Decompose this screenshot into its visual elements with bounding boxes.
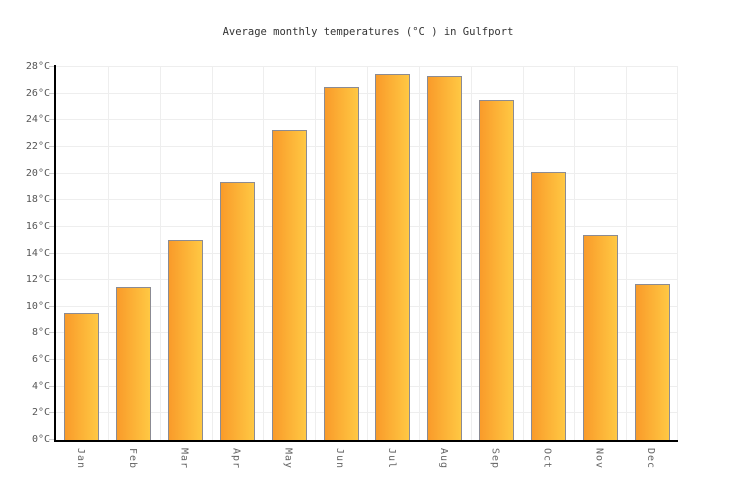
y-axis-tick	[49, 359, 54, 361]
y-axis-tick	[49, 145, 54, 147]
bar-aug	[427, 76, 463, 440]
x-axis-label-nov: Nov	[593, 448, 605, 470]
gridline-vertical	[574, 67, 575, 440]
bar-mar	[168, 240, 204, 440]
y-axis-label: 8°C	[31, 327, 50, 339]
bar-sep	[479, 100, 515, 440]
y-axis-tick	[49, 172, 54, 174]
gridline-vertical	[523, 67, 524, 440]
x-axis-label-jun: Jun	[334, 448, 346, 470]
y-axis-tick	[49, 385, 54, 387]
y-axis-line	[54, 65, 56, 442]
x-axis-label-apr: Apr	[230, 448, 242, 470]
y-axis-label: 18°C	[25, 194, 50, 206]
gridline-horizontal	[56, 66, 678, 67]
plot-area	[56, 66, 678, 440]
y-axis-label: 12°C	[25, 274, 50, 286]
gridline-vertical	[419, 67, 420, 440]
y-axis-label: 2°C	[31, 407, 50, 419]
y-axis-label: 16°C	[25, 220, 50, 232]
y-axis-label: 14°C	[25, 247, 50, 259]
x-axis-label-dec: Dec	[645, 448, 657, 470]
bar-nov	[582, 235, 618, 440]
bar-jan	[64, 313, 100, 440]
y-axis-tick	[49, 225, 54, 227]
y-axis-tick	[49, 66, 54, 67]
bar-feb	[116, 287, 152, 440]
x-axis-label-feb: Feb	[126, 448, 138, 470]
x-axis-label-sep: Sep	[489, 448, 501, 470]
y-axis-tick	[49, 332, 54, 334]
gridline-vertical	[263, 67, 264, 440]
y-axis-label: 24°C	[25, 114, 50, 126]
bar-apr	[219, 182, 255, 440]
y-axis-label: 20°C	[25, 167, 50, 179]
x-axis-label-aug: Aug	[437, 448, 449, 470]
y-axis-tick	[49, 305, 54, 307]
gridline-vertical	[471, 67, 472, 440]
y-axis-label: 26°C	[25, 87, 50, 99]
x-axis-label-may: May	[282, 448, 294, 470]
y-axis-label: 4°C	[31, 380, 50, 392]
x-axis-line	[54, 440, 678, 442]
bar-jul	[375, 74, 411, 440]
gridline-vertical	[315, 67, 316, 440]
x-axis-label-mar: Mar	[178, 448, 190, 470]
bar-oct	[530, 172, 566, 440]
x-axis-label-jan: Jan	[74, 448, 86, 470]
y-axis-tick	[49, 92, 54, 94]
y-axis-tick	[49, 252, 54, 254]
gridline-vertical	[108, 67, 109, 440]
y-axis-tick	[49, 412, 54, 414]
gridline-vertical	[677, 67, 678, 440]
y-axis-label: 10°C	[25, 300, 50, 312]
gridline-vertical	[367, 67, 368, 440]
y-axis-tick	[49, 119, 54, 121]
gridline-vertical	[160, 67, 161, 440]
y-axis-tick	[49, 199, 54, 201]
y-axis-tick	[49, 279, 54, 281]
x-axis-label-oct: Oct	[541, 448, 553, 470]
y-axis-label: 6°C	[31, 354, 50, 366]
bar-may	[271, 130, 307, 440]
gridline-vertical	[212, 67, 213, 440]
bar-dec	[634, 284, 670, 440]
x-axis-label-jul: Jul	[385, 448, 397, 470]
y-axis-label: 22°C	[25, 140, 50, 152]
y-axis-tick	[49, 439, 54, 440]
chart-title: Average monthly temperatures (°C ) in Gu…	[222, 26, 514, 38]
bar-jun	[323, 87, 359, 440]
gridline-vertical	[626, 67, 627, 440]
y-axis-label: 28°C	[25, 61, 50, 72]
y-axis-label: 0°C	[31, 434, 50, 445]
